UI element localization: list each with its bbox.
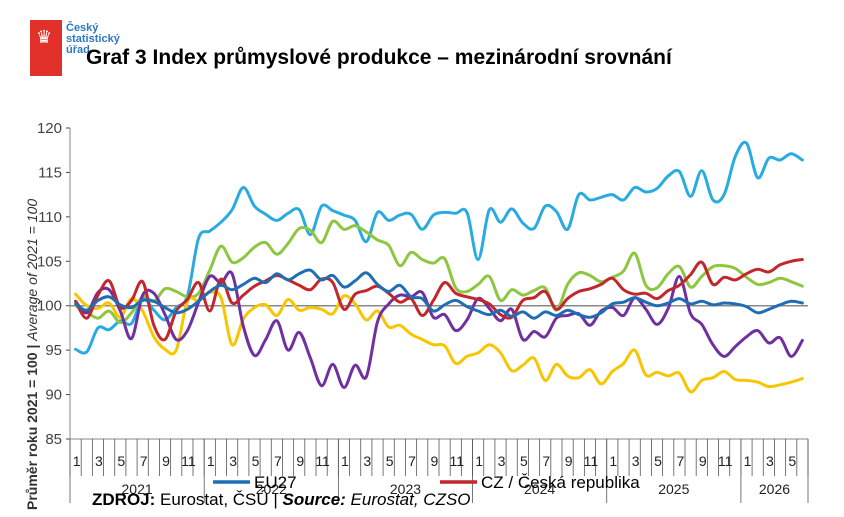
x-month-label: 1 (341, 453, 349, 469)
x-month-label: 7 (542, 453, 550, 469)
chart-title: Graf 3 Index průmyslové produkce – mezin… (86, 46, 672, 69)
y-tick-label: 120 (37, 120, 62, 137)
logo-line-2: statistický (66, 33, 120, 45)
lion-icon: ♛ (36, 27, 53, 47)
x-month-label: 11 (584, 453, 599, 469)
y-tick-label: 95 (45, 342, 62, 359)
series-line-2 (74, 219, 804, 325)
x-month-label: 1 (475, 453, 483, 469)
series-line-5 (74, 270, 804, 389)
x-month-label: 1 (744, 453, 752, 469)
y-tick-label: 105 (37, 253, 62, 270)
y-tick-label: 115 (38, 164, 62, 181)
source-label-cz: ZDROJ: (92, 490, 156, 509)
x-year-label: 2025 (658, 481, 689, 497)
logo-text: Český statistický úřad (66, 23, 120, 56)
x-month-label: 5 (520, 453, 528, 469)
x-year-label: 2023 (390, 481, 421, 497)
x-month-label: 11 (718, 453, 733, 469)
x-month-label: 9 (431, 453, 439, 469)
series-line-3 (74, 258, 804, 342)
x-month-label: 9 (162, 453, 170, 469)
x-month-label: 9 (565, 453, 573, 469)
x-month-label: 3 (95, 453, 103, 469)
source-note: ZDROJ: Eurostat, ČSÚ | Source: Eurostat,… (92, 490, 471, 510)
x-month-label: 5 (386, 453, 394, 469)
y-tick-label: 85 (45, 431, 62, 448)
x-month-label: 7 (408, 453, 416, 469)
x-month-label: 7 (274, 453, 282, 469)
x-month-label: 1 (609, 453, 617, 469)
y-axis-label-en: Average of 2021 = 100 (24, 199, 40, 342)
source-text-cz: Eurostat, ČSÚ | (155, 490, 283, 509)
source-text-en: Eurostat, CZSO (345, 490, 471, 509)
x-month-label: 5 (252, 453, 260, 469)
x-year-label: 2021 (122, 481, 153, 497)
x-month-label: 7 (140, 453, 148, 469)
y-tick-label: 100 (37, 298, 62, 315)
x-month-label: 11 (181, 453, 196, 469)
legend-label-cz: CZ / Česká republika (481, 473, 640, 492)
logo-line-1: Český (66, 22, 99, 34)
legend-label-eu27: EU27 (254, 473, 297, 492)
x-month-label: 5 (654, 453, 662, 469)
x-month-label: 9 (699, 453, 707, 469)
x-month-label: 11 (449, 453, 464, 469)
y-axis-label: Průměr roku 2021 = 100 | Average of 2021… (24, 199, 40, 510)
x-year-label: 2022 (256, 481, 287, 497)
x-month-label: 1 (73, 453, 81, 469)
x-month-label: 3 (632, 453, 640, 469)
source-label-en: Source: (282, 490, 346, 509)
x-month-label: 5 (117, 453, 125, 469)
x-month-label: 3 (498, 453, 506, 469)
x-month-label: 3 (363, 453, 371, 469)
x-month-label: 11 (315, 453, 330, 469)
csu-logo: ♛ Český statistický úřad (30, 20, 130, 76)
series-line-0 (74, 268, 804, 320)
x-year-label: 2024 (524, 481, 555, 497)
x-month-label: 1 (207, 453, 215, 469)
y-tick-label: 90 (45, 387, 62, 404)
y-axis-label-cz: Průměr roku 2021 = 100 | (24, 341, 40, 510)
y-tick-label: 110 (38, 209, 62, 226)
x-month-label: 7 (677, 453, 685, 469)
x-year-label: 2026 (759, 481, 790, 497)
x-month-label: 3 (766, 453, 774, 469)
logo-flag (30, 20, 62, 76)
x-month-label: 5 (788, 453, 796, 469)
x-month-label: 3 (229, 453, 237, 469)
logo-line-3: úřad (66, 44, 90, 56)
series-line-4 (74, 290, 804, 394)
series-line-1 (74, 140, 804, 355)
x-month-label: 9 (296, 453, 304, 469)
